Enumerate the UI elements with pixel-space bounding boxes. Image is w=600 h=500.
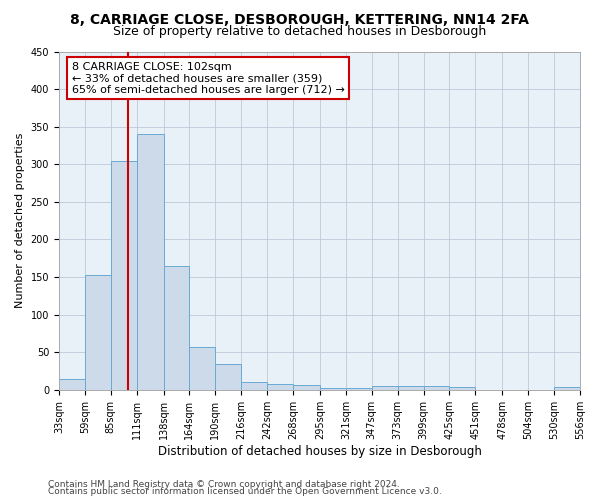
Y-axis label: Number of detached properties: Number of detached properties	[15, 133, 25, 308]
Bar	[215, 364, 241, 390]
Text: Contains public sector information licensed under the Open Government Licence v3: Contains public sector information licen…	[48, 487, 442, 496]
Bar	[190, 347, 215, 390]
Bar	[320, 388, 346, 390]
Bar	[59, 378, 85, 390]
Bar	[164, 266, 190, 390]
Text: 8 CARRIAGE CLOSE: 102sqm
← 33% of detached houses are smaller (359)
65% of semi-: 8 CARRIAGE CLOSE: 102sqm ← 33% of detach…	[72, 62, 345, 95]
Text: Size of property relative to detached houses in Desborough: Size of property relative to detached ho…	[113, 25, 487, 38]
Bar	[241, 382, 267, 390]
X-axis label: Distribution of detached houses by size in Desborough: Distribution of detached houses by size …	[158, 444, 481, 458]
Bar	[85, 275, 111, 390]
Bar	[293, 386, 320, 390]
Text: 8, CARRIAGE CLOSE, DESBOROUGH, KETTERING, NN14 2FA: 8, CARRIAGE CLOSE, DESBOROUGH, KETTERING…	[71, 12, 530, 26]
Bar	[137, 134, 164, 390]
Bar	[449, 387, 475, 390]
Bar	[424, 386, 449, 390]
Bar	[398, 386, 424, 390]
Bar	[554, 387, 580, 390]
Bar	[111, 160, 137, 390]
Bar	[346, 388, 372, 390]
Text: Contains HM Land Registry data © Crown copyright and database right 2024.: Contains HM Land Registry data © Crown c…	[48, 480, 400, 489]
Bar	[267, 384, 293, 390]
Bar	[372, 386, 398, 390]
